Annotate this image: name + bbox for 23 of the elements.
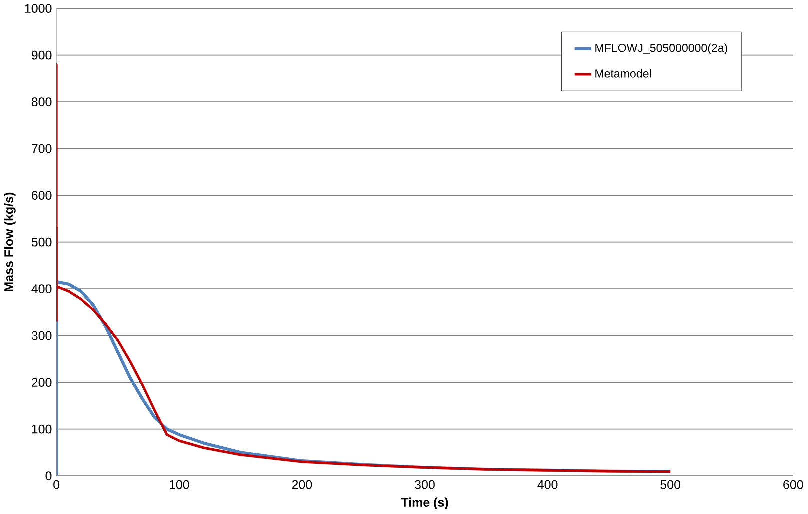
y-tick-label: 900: [32, 51, 52, 60]
y-axis-title: Mass Flow (kg/s): [4, 193, 16, 292]
x-tick-label: 100: [170, 480, 190, 490]
y-tick-label: 400: [32, 284, 52, 294]
legend-label: MFLOWJ_505000000(2a): [596, 44, 728, 55]
line-series: [56, 64, 672, 474]
y-tick-label: 800: [32, 98, 52, 107]
y-tick-label: 300: [32, 332, 52, 340]
y-tick-label: 700: [32, 144, 52, 154]
x-tick-label: 400: [538, 480, 558, 490]
y-tick-label: 200: [32, 378, 52, 388]
x-axis-title: Time (s): [401, 498, 448, 510]
x-tick-label: 500: [660, 480, 681, 490]
x-tick-label: 600: [784, 480, 804, 490]
x-tick-label: 300: [415, 480, 435, 490]
x-tick-label: 200: [292, 480, 312, 490]
legend-label: Metamodel: [596, 70, 652, 78]
y-tick-label: 0: [46, 472, 52, 481]
y-tick-label: 100: [32, 425, 52, 434]
x-tick-label: 0: [54, 480, 60, 490]
y-tick-label: 500: [32, 238, 52, 247]
y-tick-label: 1000: [25, 4, 52, 14]
y-tick-label: 600: [32, 191, 52, 200]
